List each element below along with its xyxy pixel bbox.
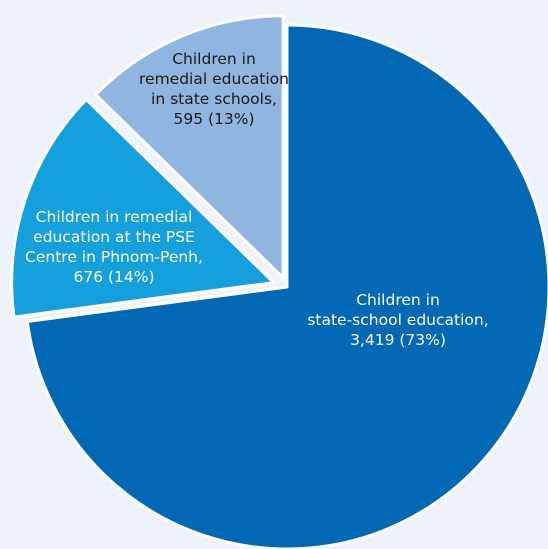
pie-slice-label-line: 676 (14%)	[73, 268, 154, 286]
pie-slice-label-line: in state schools,	[151, 90, 277, 108]
pie-slice-2	[10, 98, 276, 319]
pie-slice-label-3: Children in remedial education in state sc…	[139, 50, 289, 128]
pie-slice-3	[94, 14, 285, 280]
pie-slice-label-line: 3,419 (73%)	[350, 331, 446, 349]
pie-slice-label-line: state-school education,	[307, 311, 488, 329]
pie-slice-label-line: education at the PSE	[33, 228, 195, 246]
pie-slice-label-line: Children in	[356, 291, 440, 309]
pie-slice-label-line: Centre in Phnom-Penh,	[25, 248, 203, 266]
pie-slice-label-line: Children in remedial	[36, 208, 193, 226]
pie-slice-label-line: Children in	[172, 50, 256, 68]
pie-slice-label-line: remedial education	[139, 70, 289, 88]
pie-slice-label-2: Children in remedial education at the PSE…	[25, 208, 203, 286]
pie-slice-1	[25, 23, 548, 549]
pie-slice-label-1: Children in state-school education, 3,419 …	[307, 291, 488, 349]
pie-slice-label-line: 595 (13%)	[173, 110, 254, 128]
